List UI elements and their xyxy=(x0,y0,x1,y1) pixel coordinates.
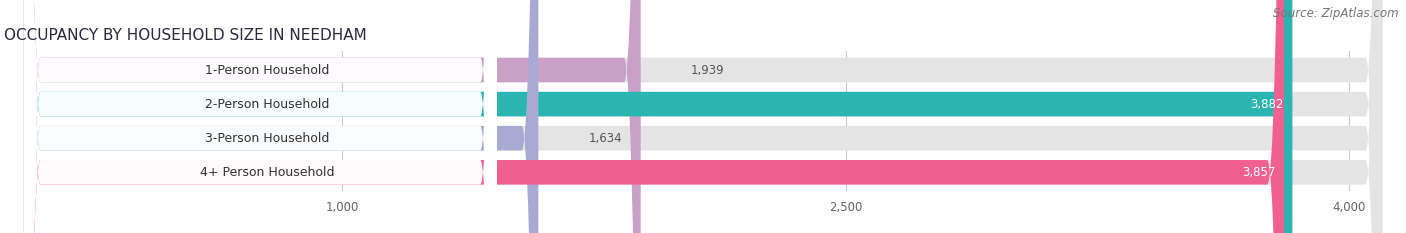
Text: 3-Person Household: 3-Person Household xyxy=(205,132,329,145)
FancyBboxPatch shape xyxy=(24,0,538,233)
Text: 4+ Person Household: 4+ Person Household xyxy=(200,166,335,179)
Text: 3,857: 3,857 xyxy=(1243,166,1275,179)
Text: 3,882: 3,882 xyxy=(1251,98,1284,111)
FancyBboxPatch shape xyxy=(24,0,1382,233)
FancyBboxPatch shape xyxy=(24,0,641,233)
Text: 2-Person Household: 2-Person Household xyxy=(205,98,329,111)
FancyBboxPatch shape xyxy=(24,0,1382,233)
FancyBboxPatch shape xyxy=(24,0,1382,233)
FancyBboxPatch shape xyxy=(24,0,496,233)
FancyBboxPatch shape xyxy=(24,0,1284,233)
FancyBboxPatch shape xyxy=(24,0,1382,233)
FancyBboxPatch shape xyxy=(24,0,496,233)
FancyBboxPatch shape xyxy=(24,0,496,233)
FancyBboxPatch shape xyxy=(24,0,496,233)
Text: 1-Person Household: 1-Person Household xyxy=(205,64,329,76)
Text: Source: ZipAtlas.com: Source: ZipAtlas.com xyxy=(1274,7,1399,20)
Text: 1,939: 1,939 xyxy=(690,64,724,76)
Text: 1,634: 1,634 xyxy=(589,132,621,145)
FancyBboxPatch shape xyxy=(24,0,1292,233)
Text: OCCUPANCY BY HOUSEHOLD SIZE IN NEEDHAM: OCCUPANCY BY HOUSEHOLD SIZE IN NEEDHAM xyxy=(4,28,367,43)
